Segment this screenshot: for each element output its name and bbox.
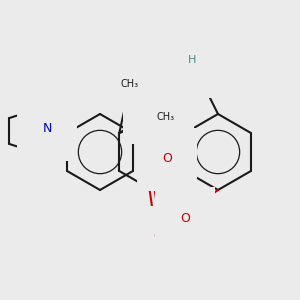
Text: O: O bbox=[148, 106, 158, 118]
Text: O: O bbox=[180, 212, 190, 224]
Text: O: O bbox=[162, 152, 172, 166]
Text: CH₃: CH₃ bbox=[156, 112, 174, 122]
Text: O: O bbox=[205, 59, 215, 73]
Text: O: O bbox=[153, 230, 163, 244]
Text: CH₃: CH₃ bbox=[120, 79, 138, 89]
Text: H: H bbox=[188, 55, 196, 65]
Text: N: N bbox=[42, 122, 52, 136]
